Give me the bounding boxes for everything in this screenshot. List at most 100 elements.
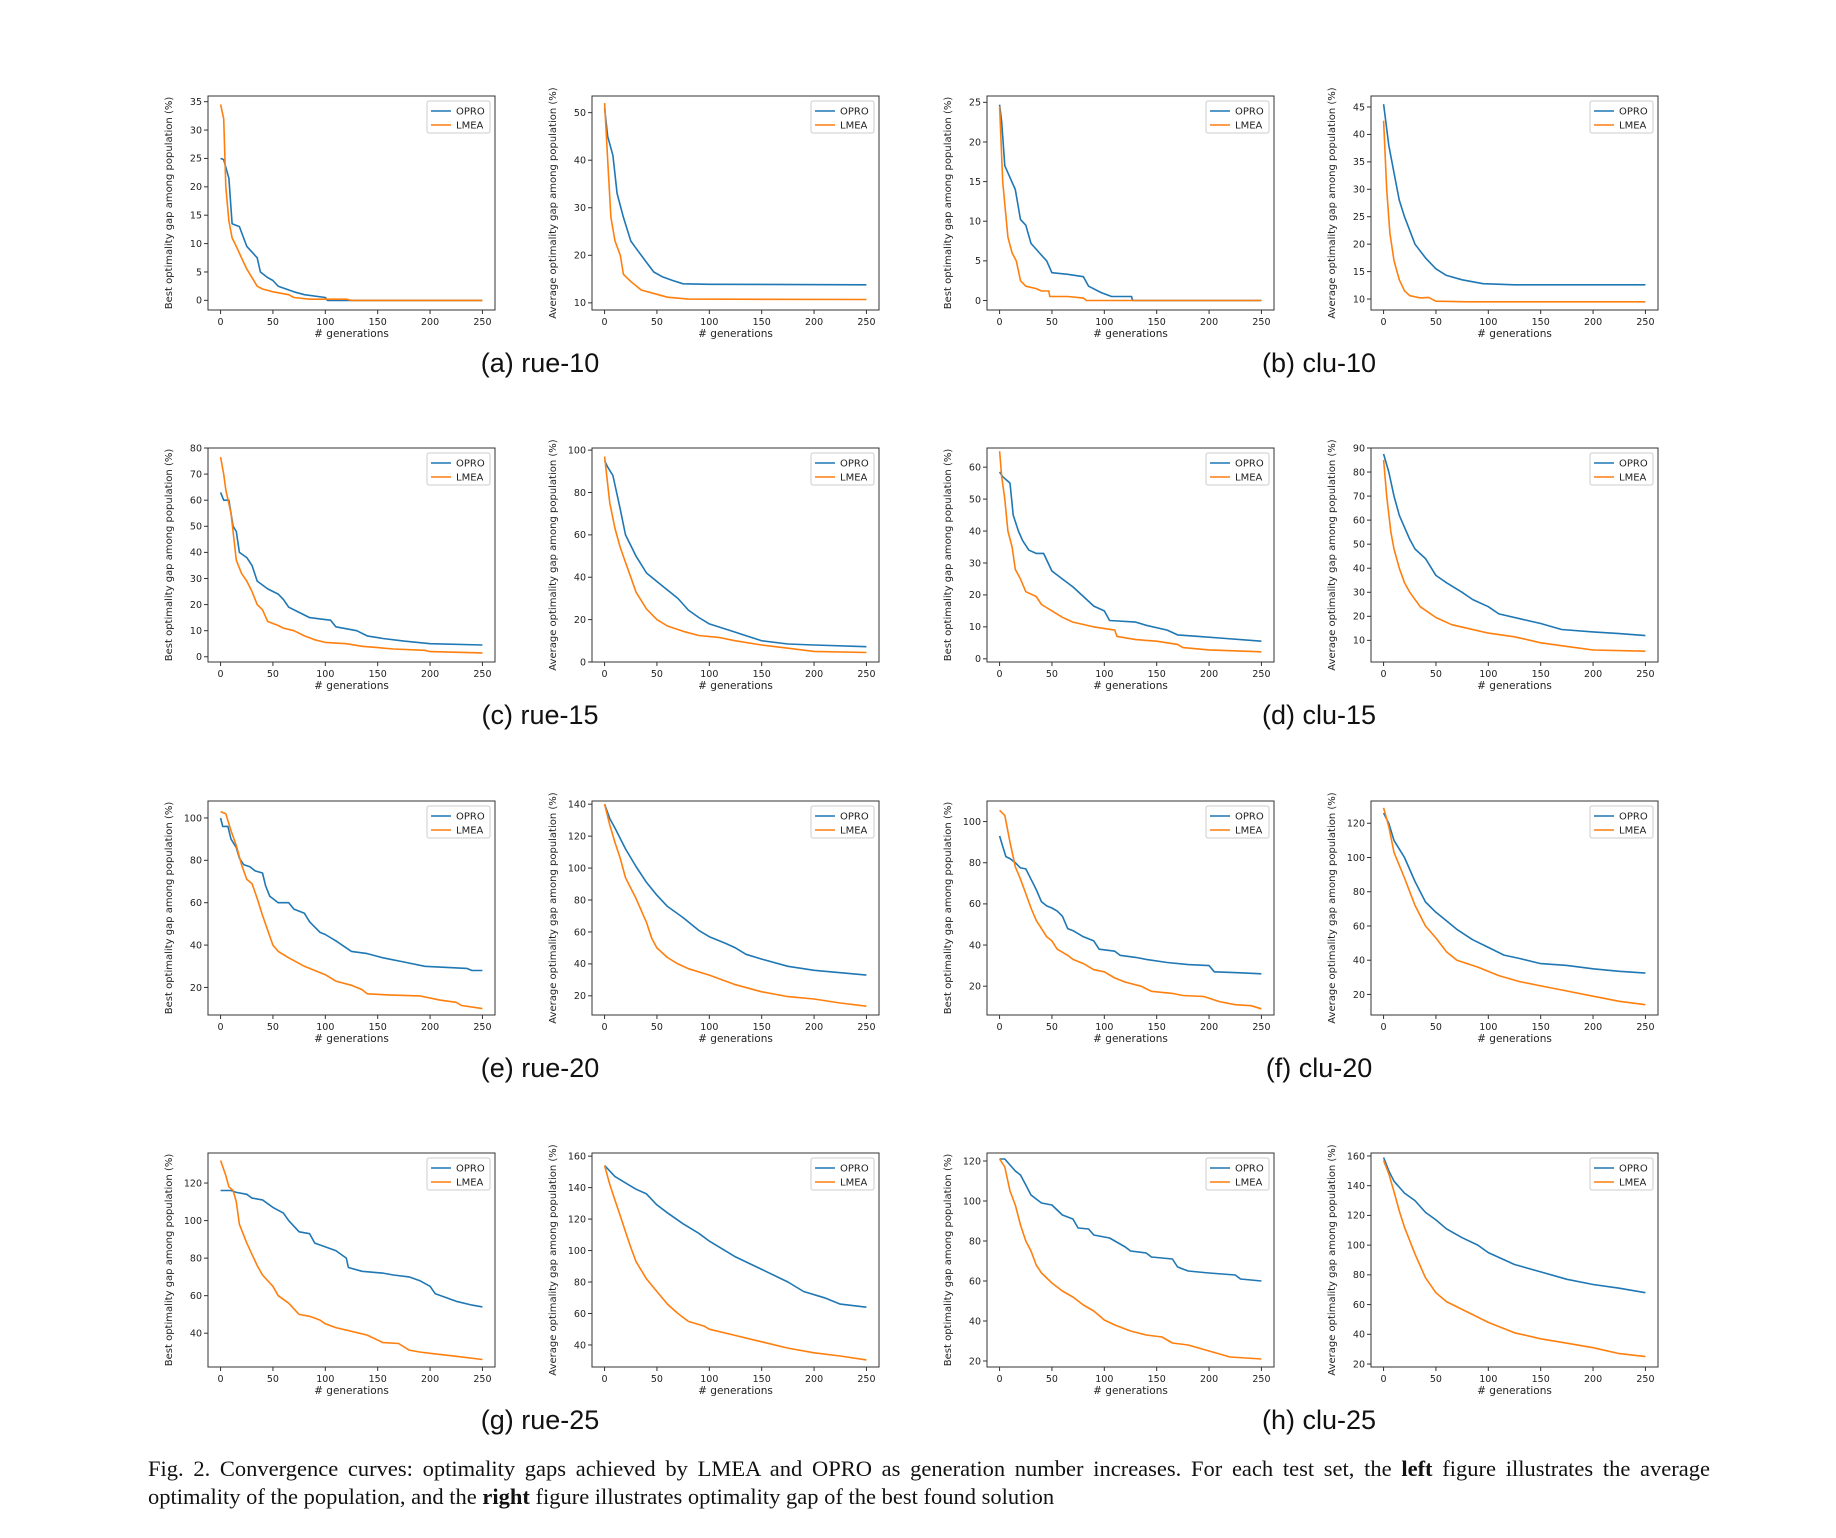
x-tick-label: 100 — [316, 1022, 334, 1033]
chart-svg: 0 50 100 150 200 250 20 40 60 80 100 120 # generatio… — [1327, 792, 1659, 1045]
chart-svg: 0 50 100 150 200 250 0 5 10 15 20 25 30 35 # generatio… — [164, 95, 496, 340]
y-tick-label: 0 — [196, 652, 202, 663]
x-tick-label: 50 — [267, 1374, 279, 1385]
legend-label-lmea: LMEA — [456, 473, 484, 484]
y-tick-label: 20 — [1353, 239, 1365, 250]
legend-label-lmea: LMEA — [456, 1178, 484, 1189]
x-tick-label: 50 — [1046, 1022, 1058, 1033]
y-axis-label: Best optimality gap among population (%) — [943, 97, 954, 310]
y-axis-label: Best optimality gap among population (%) — [943, 802, 954, 1015]
legend-label-lmea: LMEA — [456, 826, 484, 837]
y-tick-label: 10 — [190, 239, 202, 250]
chart-svg: 0 50 100 150 200 250 10 20 30 40 50 # generations Av… — [548, 87, 880, 340]
x-axis-label: # generations — [314, 328, 389, 340]
legend: OPRO LMEA — [426, 100, 491, 134]
y-axis-label: Best optimality gap among population (%) — [164, 802, 175, 1015]
legend: OPRO LMEA — [426, 1157, 491, 1191]
y-tick-label: 40 — [1353, 956, 1365, 967]
x-tick-label: 0 — [218, 317, 224, 328]
y-tick-label: 60 — [1353, 1300, 1365, 1311]
x-tick-label: 250 — [857, 317, 875, 328]
x-tick-label: 150 — [369, 1022, 387, 1033]
y-tick-label: 40 — [969, 1316, 981, 1327]
x-tick-label: 50 — [1430, 669, 1442, 680]
y-tick-label: 80 — [574, 488, 586, 499]
axes-frame — [207, 800, 496, 1016]
x-tick-label: 200 — [805, 669, 823, 680]
y-tick-label: 80 — [969, 858, 981, 869]
x-tick-label: 150 — [1532, 1022, 1550, 1033]
y-tick-label: 60 — [1353, 515, 1365, 526]
chart-panel-rue-20-best: 0 50 100 150 200 250 20 40 60 80 100 # generations B… — [148, 791, 508, 1051]
x-tick-label: 150 — [753, 1022, 771, 1033]
series-line-opro — [998, 104, 1262, 302]
y-tick-label: 80 — [574, 895, 586, 906]
x-tick-label: 100 — [1479, 669, 1497, 680]
chart-svg: 0 50 100 150 200 250 20 40 60 80 100 120 140 160 # gen… — [1327, 1144, 1659, 1397]
x-tick-label: 200 — [1584, 1022, 1602, 1033]
x-axis-label: # generations — [1093, 328, 1168, 340]
x-tick-label: 150 — [1532, 1374, 1550, 1385]
subcaption-f: (f) clu-20 — [1265, 1053, 1373, 1083]
y-tick-label: 100 — [568, 863, 586, 874]
legend-label-lmea: LMEA — [1619, 121, 1647, 132]
x-tick-label: 150 — [1532, 317, 1550, 328]
legend: OPRO LMEA — [1589, 452, 1654, 486]
y-tick-label: 60 — [190, 898, 202, 909]
chart-panel-clu-25-best: 0 50 100 150 200 250 20 40 60 80 100 120 # generatio… — [927, 1143, 1287, 1403]
x-tick-label: 150 — [369, 317, 387, 328]
x-tick-label: 100 — [316, 669, 334, 680]
legend-label-opro: OPRO — [1619, 107, 1648, 118]
y-tick-label: 40 — [1353, 564, 1365, 575]
y-tick-label: 50 — [1353, 539, 1365, 550]
x-tick-label: 150 — [369, 1374, 387, 1385]
series-line-lmea — [220, 810, 483, 1010]
x-tick-label: 50 — [1430, 1374, 1442, 1385]
x-tick-label: 100 — [1095, 1374, 1113, 1385]
series-line-lmea — [998, 106, 1262, 302]
x-tick-label: 100 — [1095, 669, 1113, 680]
series-line-lmea — [999, 809, 1262, 1010]
x-tick-label: 250 — [1252, 1374, 1270, 1385]
legend-label-lmea: LMEA — [1235, 1178, 1263, 1189]
y-tick-label: 140 — [568, 1183, 586, 1194]
x-tick-label: 0 — [1381, 317, 1387, 328]
y-tick-label: 30 — [969, 558, 981, 569]
subcaption-d: (d) clu-15 — [1261, 700, 1377, 730]
x-axis-label: # generations — [1477, 328, 1552, 340]
y-tick-label: 100 — [184, 1216, 202, 1227]
x-axis-label: # generations — [698, 328, 773, 340]
legend: OPRO LMEA — [810, 805, 875, 839]
series-line-lmea — [1382, 459, 1646, 652]
series-line-opro — [220, 157, 483, 302]
x-tick-label: 150 — [1148, 317, 1166, 328]
y-tick-label: 20 — [1353, 990, 1365, 1001]
chart-panel-clu-10-average: 0 50 100 150 200 250 10 15 20 25 30 35 40 45 # generat… — [1311, 86, 1671, 346]
x-tick-label: 200 — [1584, 1374, 1602, 1385]
x-tick-label: 150 — [369, 669, 387, 680]
y-tick-label: 120 — [1347, 819, 1365, 830]
x-axis-label: # generations — [1477, 1033, 1552, 1045]
chart-svg: 0 50 100 150 200 250 20 40 60 80 100 120 140 # genera… — [548, 792, 880, 1045]
legend-label-lmea: LMEA — [1619, 1178, 1647, 1189]
x-tick-label: 200 — [421, 1374, 439, 1385]
axes-frame — [1370, 447, 1659, 663]
series-line-opro — [604, 1165, 867, 1308]
y-tick-label: 60 — [574, 927, 586, 938]
series-line-opro — [220, 1189, 483, 1308]
y-tick-label: 10 — [969, 622, 981, 633]
subcaption-a: (a) rue-10 — [480, 348, 600, 378]
y-tick-label: 20 — [1353, 612, 1365, 623]
y-tick-label: 30 — [190, 574, 202, 585]
chart-svg: 0 50 100 150 200 250 40 60 80 100 120 # generations… — [164, 1152, 496, 1397]
y-tick-label: 80 — [1353, 467, 1365, 478]
y-tick-label: 20 — [190, 983, 202, 994]
y-tick-label: 100 — [963, 817, 981, 828]
series-line-lmea — [998, 1158, 1262, 1360]
y-tick-label: 90 — [1353, 443, 1365, 454]
x-tick-label: 100 — [700, 669, 718, 680]
x-tick-label: 250 — [473, 1022, 491, 1033]
series-line-lmea — [1382, 120, 1646, 303]
y-tick-label: 50 — [190, 522, 202, 533]
series-line-opro — [603, 107, 867, 286]
